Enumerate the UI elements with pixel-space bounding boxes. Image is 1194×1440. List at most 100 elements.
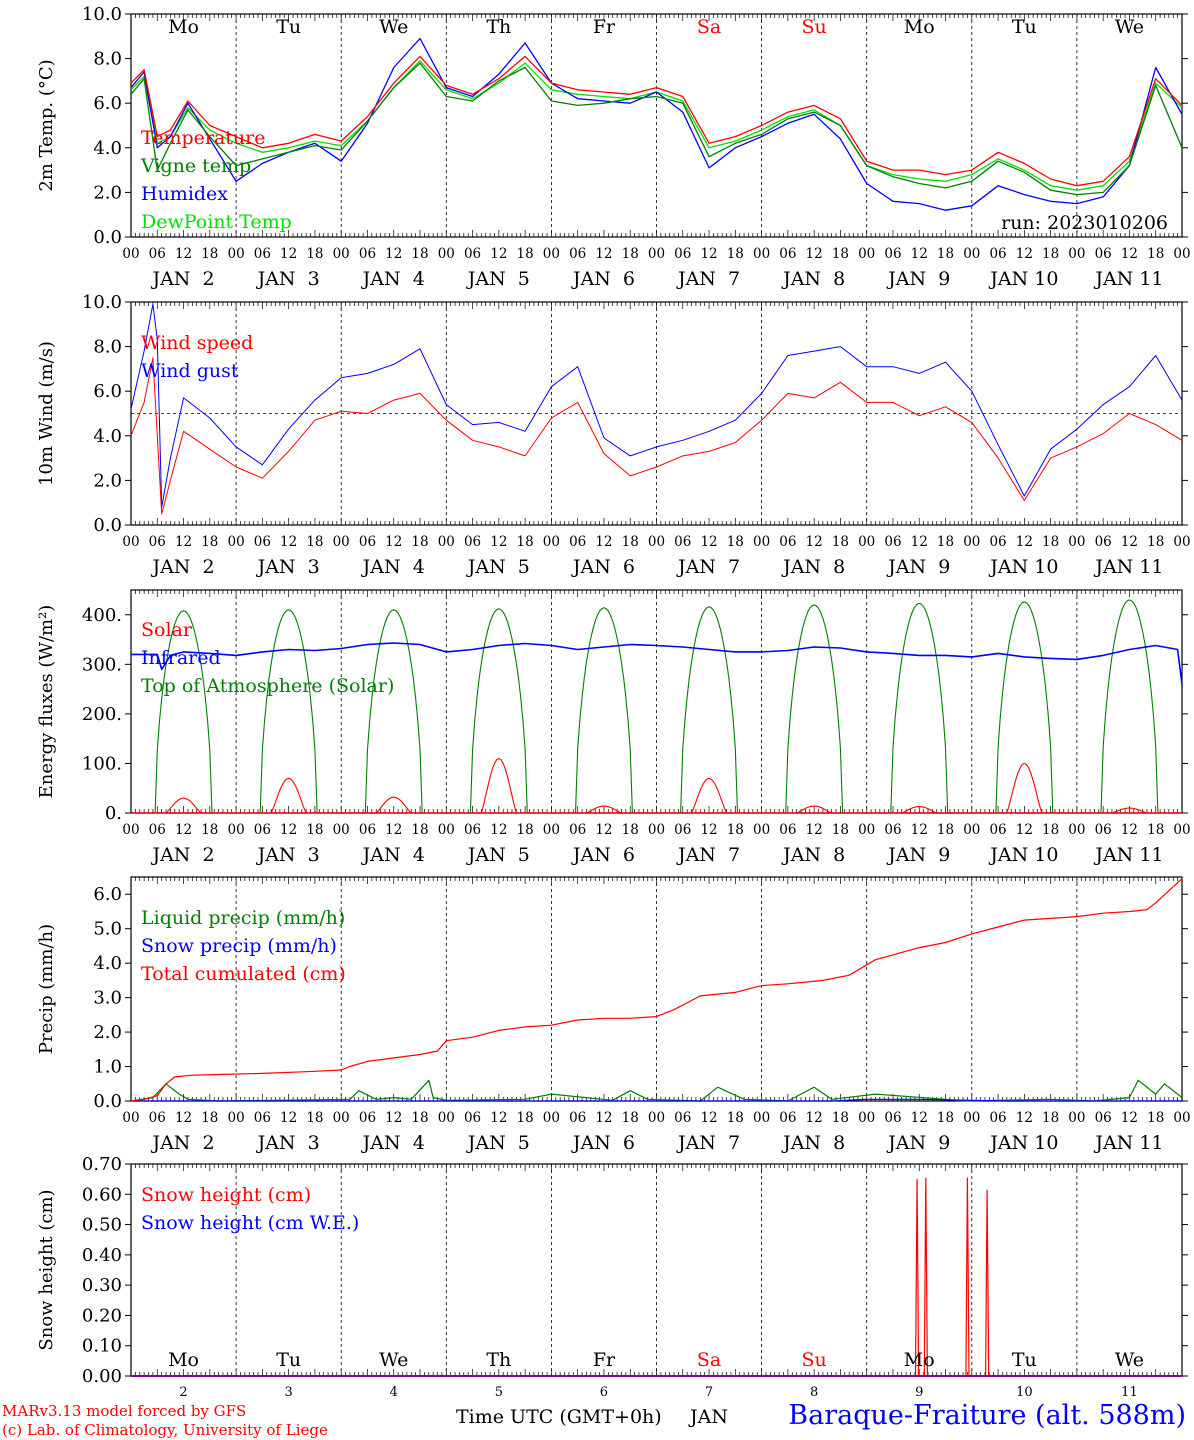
hour-label: 00: [648, 822, 665, 838]
hour-label: 18: [517, 1110, 534, 1126]
toa-arch: [154, 610, 213, 814]
hour-label: 12: [280, 534, 297, 550]
solar-bump: [165, 797, 202, 814]
hour-label: 12: [1016, 534, 1033, 550]
hour-label: 12: [175, 246, 192, 262]
legend-total-cumulated-cm-: Total cumulated (cm): [141, 963, 346, 985]
hour-label: 18: [306, 822, 323, 838]
hour-label: 00: [963, 1110, 980, 1126]
hour-label: 06: [1095, 822, 1112, 838]
weekday-label: Fr: [593, 16, 616, 38]
y-tick-label: 3.0: [93, 988, 122, 1009]
x-axis-month: JAN: [690, 1406, 728, 1428]
hour-label: 06: [989, 246, 1006, 262]
hour-label: 00: [648, 534, 665, 550]
hour-label: 18: [1042, 534, 1059, 550]
series-line: [131, 1098, 1182, 1102]
hour-label: 00: [1173, 1110, 1190, 1126]
hour-label: 12: [280, 246, 297, 262]
hour-label: 06: [1095, 534, 1112, 550]
hour-label: 06: [779, 534, 796, 550]
day-number-label: 4: [390, 1385, 398, 1400]
hour-label: 12: [595, 822, 612, 838]
legend-snow-height-cm-w-e-: Snow height (cm W.E.): [141, 1212, 359, 1234]
date-label: JAN 2: [150, 268, 214, 290]
hour-label: 00: [228, 534, 245, 550]
legend-dewpoint-temp: DewPoint Temp: [141, 211, 292, 233]
hour-label: 18: [1042, 1110, 1059, 1126]
date-label: JAN 6: [571, 556, 635, 578]
hour-label: 00: [1173, 246, 1190, 262]
hour-label: 12: [700, 534, 717, 550]
hour-label: 12: [385, 246, 402, 262]
hour-label: 18: [622, 534, 639, 550]
date-label: JAN 8: [781, 556, 845, 578]
series-line: [130, 37, 1183, 211]
date-label: JAN 3: [256, 556, 320, 578]
x-axis-title: Time UTC (GMT+0h): [456, 1406, 662, 1428]
hour-label: 18: [1042, 246, 1059, 262]
solar-bump: [690, 777, 728, 814]
hour-label: 18: [306, 534, 323, 550]
hour-label: 06: [359, 534, 376, 550]
y-tick-label: 0.0: [93, 1091, 122, 1112]
hour-label: 18: [727, 822, 744, 838]
hour-label: 12: [911, 1110, 928, 1126]
hour-label: 06: [884, 1110, 901, 1126]
hour-label: 00: [333, 1110, 350, 1126]
hour-label: 06: [149, 1110, 166, 1126]
hour-label: 06: [989, 822, 1006, 838]
hour-label: 06: [464, 1110, 481, 1126]
hour-label: 18: [937, 822, 954, 838]
hour-label: 06: [1095, 1110, 1112, 1126]
date-label: JAN 8: [781, 844, 845, 866]
hour-label: 18: [622, 246, 639, 262]
weekday-label: Th: [486, 16, 511, 38]
hour-label: 12: [806, 246, 823, 262]
toa-arch: [890, 602, 949, 814]
infrared-line: [131, 642, 1183, 685]
date-label: JAN 9: [886, 1132, 950, 1154]
hour-label: 18: [1147, 246, 1164, 262]
solar-bump: [270, 777, 307, 814]
toa-arch: [574, 607, 633, 814]
y-tick-label: 10.0: [82, 292, 122, 313]
hour-label: 12: [490, 534, 507, 550]
y-tick-label: 2.0: [93, 182, 122, 203]
y-tick-label: 0.20: [82, 1305, 122, 1326]
hour-label: 06: [674, 1110, 691, 1126]
date-label: JAN 4: [361, 1132, 425, 1154]
date-label: JAN 7: [676, 844, 740, 866]
toa-arch: [259, 609, 318, 814]
hour-label: 06: [674, 822, 691, 838]
hour-label: 06: [464, 246, 481, 262]
hour-label: 18: [411, 534, 428, 550]
weekday-label: We: [1115, 16, 1144, 38]
hour-label: 06: [359, 822, 376, 838]
hour-label: 06: [779, 1110, 796, 1126]
weekday-label: Fr: [593, 1349, 616, 1371]
date-label: JAN 5: [466, 556, 530, 578]
hour-label: 00: [753, 534, 770, 550]
day-number-label: 8: [810, 1385, 818, 1400]
hour-label: 00: [753, 822, 770, 838]
plot-frame: [130, 589, 1183, 814]
legend-snow-height-cm-: Snow height (cm): [141, 1184, 311, 1206]
solar-bump: [1006, 762, 1043, 814]
hour-label: 00: [122, 822, 139, 838]
legend-liquid-precip-mm-h-: Liquid precip (mm/h): [141, 907, 345, 929]
hour-label: 00: [228, 822, 245, 838]
plot-frame: [130, 13, 1183, 238]
date-label: JAN 11: [1093, 268, 1163, 290]
y-tick-label: 0.0: [93, 515, 122, 536]
date-label: JAN 5: [466, 844, 530, 866]
hour-label: 18: [1147, 822, 1164, 838]
hour-label: 00: [122, 534, 139, 550]
hour-label: 06: [779, 246, 796, 262]
panel-precip: 0.0 1.0 2.0 3.0 4.0 5.0 6.0 Precip (mm/h) 00 06 12…: [36, 876, 1191, 1154]
weekday-label: Mo: [168, 1349, 199, 1371]
date-label: JAN 2: [150, 1132, 214, 1154]
series-line: [130, 55, 1183, 187]
date-label: JAN 8: [781, 268, 845, 290]
y-tick-label: 0.0: [93, 227, 122, 248]
